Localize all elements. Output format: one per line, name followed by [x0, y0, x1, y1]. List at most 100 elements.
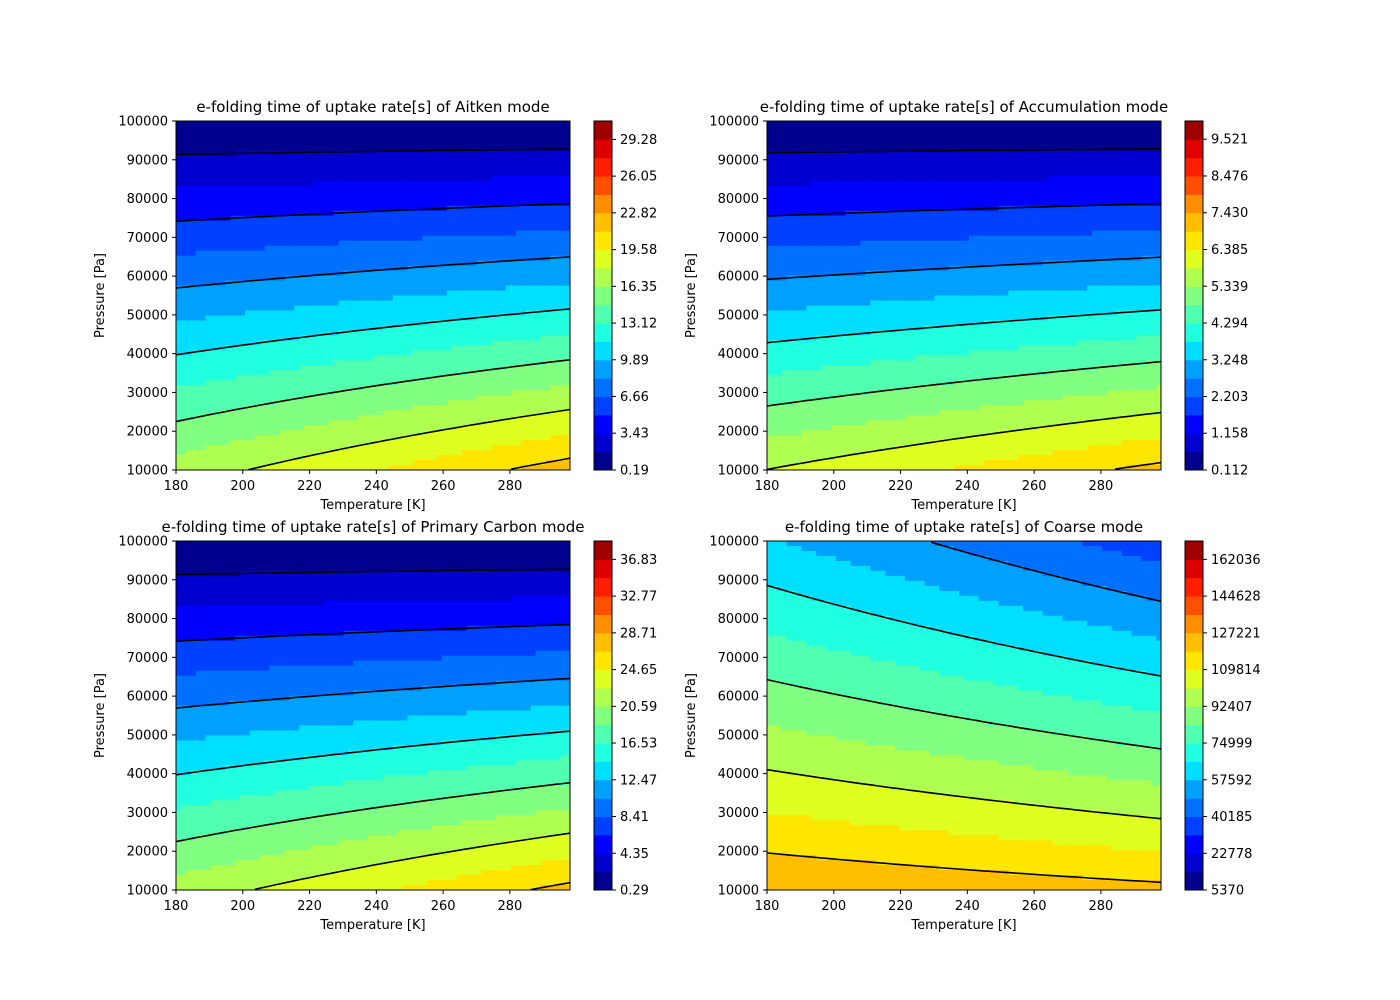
- contour-cell: [505, 395, 512, 401]
- contour-cell: [486, 395, 492, 401]
- contour-cell: [476, 245, 482, 252]
- contour-cell: [476, 180, 482, 187]
- contour-cell: [274, 310, 281, 317]
- contour-cell: [338, 165, 345, 172]
- contour-cell: [220, 205, 226, 212]
- contour-cell: [481, 190, 487, 197]
- contour-cell: [373, 395, 379, 401]
- contour-cell: [274, 340, 281, 346]
- contour-cell: [363, 315, 369, 322]
- contour-cell: [308, 185, 315, 192]
- contour-cell: [215, 170, 221, 177]
- contour-cell: [274, 370, 281, 376]
- contour-cell: [269, 310, 276, 317]
- contour-cell: [373, 425, 379, 431]
- contour-cell: [466, 160, 473, 167]
- contour-cell: [377, 360, 384, 366]
- contour-cell: [185, 215, 192, 222]
- contour-cell: [451, 275, 458, 282]
- contour-cell: [225, 385, 231, 391]
- contour-cell: [308, 150, 315, 157]
- contour-cell: [520, 420, 527, 426]
- contour-cell: [481, 440, 487, 446]
- contour-cell: [451, 355, 458, 361]
- contour-cell: [220, 140, 226, 147]
- contour-cell: [274, 121, 281, 127]
- contour-cell: [510, 320, 517, 327]
- contour-cell: [505, 300, 512, 307]
- contour-cell: [240, 365, 246, 371]
- contour-cell: [279, 175, 285, 182]
- contour-cell: [481, 430, 487, 436]
- contour-cell: [412, 265, 418, 272]
- contour-cell: [210, 360, 216, 366]
- contour-cell: [461, 180, 468, 187]
- contour-cell: [505, 170, 512, 177]
- contour-cell: [412, 360, 418, 366]
- contour-cell: [461, 265, 468, 272]
- contour-cell: [328, 465, 335, 470]
- contour-cell: [496, 185, 502, 192]
- contour-cell: [254, 390, 261, 396]
- contour-cell: [225, 275, 231, 282]
- contour-cell: [323, 285, 330, 292]
- contour-cell: [200, 410, 207, 416]
- contour-cell: [373, 300, 379, 307]
- contour-cell: [446, 410, 453, 416]
- contour-cell: [510, 285, 517, 292]
- contour-cell: [235, 460, 241, 466]
- contour-cell: [486, 245, 492, 252]
- contour-cell: [195, 235, 202, 242]
- contour-cell: [299, 250, 305, 257]
- contour-cell: [471, 350, 478, 356]
- contour-cell: [274, 450, 281, 456]
- contour-cell: [422, 225, 428, 232]
- contour-cell: [476, 435, 482, 441]
- contour-cell: [382, 400, 389, 406]
- contour-cell: [299, 295, 305, 302]
- contour-cell: [220, 425, 226, 431]
- contour-cell: [313, 370, 320, 376]
- contour-cell: [205, 140, 212, 147]
- contour-cell: [515, 350, 522, 356]
- contour-cell: [417, 325, 423, 331]
- contour-cell: [279, 345, 285, 351]
- contour-cell: [437, 355, 443, 361]
- contour-cell: [501, 415, 507, 421]
- contour-cell: [318, 360, 325, 366]
- contour-cell: [313, 135, 320, 142]
- contour-cell: [368, 205, 374, 212]
- contour-cell: [215, 380, 221, 386]
- contour-cell: [461, 250, 468, 257]
- contour-cell: [363, 440, 369, 446]
- contour-cell: [269, 420, 276, 426]
- contour-cell: [240, 305, 246, 312]
- contour-cell: [225, 130, 231, 137]
- contour-cell: [486, 220, 492, 227]
- contour-cell: [501, 440, 507, 446]
- contour-cell: [259, 270, 266, 277]
- contour-cell: [308, 260, 315, 267]
- contour-cell: [180, 245, 187, 252]
- contour-cell: [491, 140, 497, 147]
- contour-cell: [249, 145, 256, 152]
- contour-cell: [441, 390, 448, 396]
- contour-cell: [525, 200, 532, 207]
- contour-cell: [190, 440, 197, 446]
- contour-cell: [284, 355, 290, 361]
- contour-cell: [176, 140, 182, 147]
- contour-cell: [259, 455, 266, 461]
- contour-cell: [437, 280, 443, 287]
- contour-cell: [437, 240, 443, 247]
- contour-cell: [363, 265, 369, 272]
- contour-cell: [387, 205, 394, 212]
- contour-cell: [427, 350, 433, 356]
- contour-cell: [505, 160, 512, 167]
- contour-cell: [176, 425, 182, 431]
- contour-cell: [249, 295, 256, 302]
- contour-cell: [230, 420, 236, 426]
- contour-cell: [176, 370, 182, 376]
- contour-cell: [358, 240, 364, 247]
- contour-cell: [432, 305, 438, 312]
- contour-cell: [456, 160, 463, 167]
